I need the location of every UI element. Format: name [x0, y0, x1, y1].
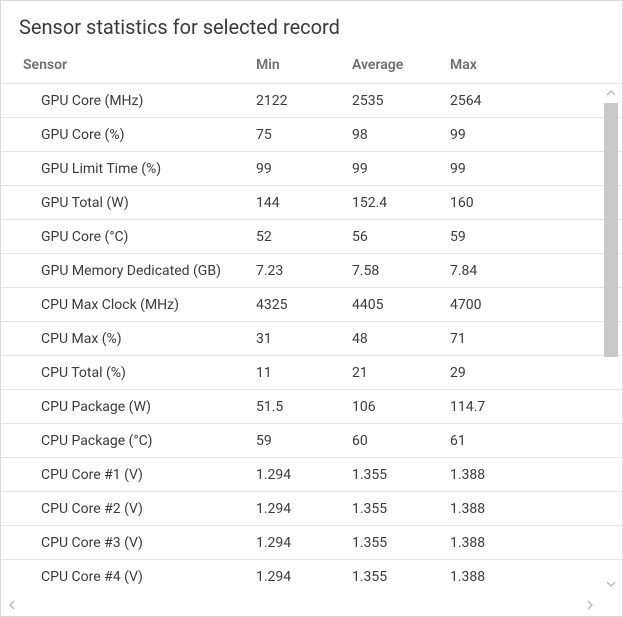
cell-avg: 1.355: [352, 535, 450, 551]
cell-sensor: GPU Core (%): [1, 127, 256, 143]
table-row[interactable]: CPU Core #1 (V)1.2941.3551.388: [1, 457, 622, 491]
table-scroll-area[interactable]: GPU Core (MHz)212225352564GPU Core (%)75…: [1, 83, 622, 594]
table-row[interactable]: CPU Core #2 (V)1.2941.3551.388: [1, 491, 622, 525]
cell-max: 99: [450, 161, 622, 177]
cell-min: 1.294: [256, 501, 352, 517]
cell-max: 4700: [450, 297, 622, 313]
cell-min: 1.294: [256, 535, 352, 551]
col-header-sensor[interactable]: Sensor: [1, 57, 256, 73]
table-row[interactable]: GPU Core (°C)525659: [1, 219, 622, 253]
vertical-scroll-track[interactable]: [604, 103, 618, 574]
cell-sensor: GPU Core (°C): [1, 229, 256, 245]
vertical-scroll-thumb[interactable]: [604, 103, 618, 357]
cell-max: 99: [450, 127, 622, 143]
cell-min: 2122: [256, 93, 352, 109]
cell-avg: 56: [352, 229, 450, 245]
table-row[interactable]: GPU Total (W)144152.4160: [1, 185, 622, 219]
sensor-stats-panel: Sensor statistics for selected record Se…: [0, 0, 623, 617]
cell-avg: 152.4: [352, 195, 450, 211]
cell-min: 52: [256, 229, 352, 245]
col-header-min[interactable]: Min: [256, 57, 352, 73]
cell-avg: 48: [352, 331, 450, 347]
table-row[interactable]: CPU Core #3 (V)1.2941.3551.388: [1, 525, 622, 559]
cell-sensor: CPU Max Clock (MHz): [1, 297, 256, 313]
cell-sensor: GPU Memory Dedicated (GB): [1, 263, 256, 279]
cell-avg: 1.355: [352, 501, 450, 517]
table-row[interactable]: CPU Core #4 (V)1.2941.3551.388: [1, 559, 622, 593]
cell-sensor: CPU Total (%): [1, 365, 256, 381]
cell-avg: 21: [352, 365, 450, 381]
cell-sensor: CPU Package (°C): [1, 433, 256, 449]
cell-avg: 2535: [352, 93, 450, 109]
cell-sensor: CPU Core #4 (V): [1, 569, 256, 585]
scroll-left-icon[interactable]: [2, 595, 22, 615]
cell-max: 114.7: [450, 399, 622, 415]
scroll-down-icon[interactable]: [601, 574, 621, 594]
cell-avg: 1.355: [352, 569, 450, 585]
col-header-avg[interactable]: Average: [352, 57, 450, 73]
cell-max: 7.84: [450, 263, 622, 279]
col-header-max[interactable]: Max: [450, 57, 622, 73]
cell-max: 71: [450, 331, 622, 347]
cell-avg: 4405: [352, 297, 450, 313]
cell-max: 1.388: [450, 501, 622, 517]
cell-max: 29: [450, 365, 622, 381]
cell-avg: 1.355: [352, 467, 450, 483]
cell-max: 1.388: [450, 569, 622, 585]
cell-max: 1.388: [450, 535, 622, 551]
cell-sensor: CPU Core #3 (V): [1, 535, 256, 551]
cell-min: 75: [256, 127, 352, 143]
cell-max: 2564: [450, 93, 622, 109]
cell-sensor: GPU Core (MHz): [1, 93, 256, 109]
cell-min: 4325: [256, 297, 352, 313]
cell-max: 61: [450, 433, 622, 449]
table-row[interactable]: GPU Core (MHz)212225352564: [1, 83, 622, 117]
cell-avg: 60: [352, 433, 450, 449]
cell-sensor: CPU Core #2 (V): [1, 501, 256, 517]
cell-avg: 106: [352, 399, 450, 415]
cell-sensor: CPU Max (%): [1, 331, 256, 347]
table-rows: GPU Core (MHz)212225352564GPU Core (%)75…: [1, 83, 622, 593]
cell-min: 51.5: [256, 399, 352, 415]
table-row[interactable]: CPU Max Clock (MHz)432544054700: [1, 287, 622, 321]
cell-sensor: GPU Limit Time (%): [1, 161, 256, 177]
table-row[interactable]: CPU Package (W)51.5106114.7: [1, 389, 622, 423]
cell-min: 11: [256, 365, 352, 381]
table-header: Sensor Min Average Max: [1, 47, 622, 83]
cell-min: 59: [256, 433, 352, 449]
scroll-right-icon[interactable]: [580, 595, 600, 615]
cell-min: 144: [256, 195, 352, 211]
table-row[interactable]: CPU Package (°C)596061: [1, 423, 622, 457]
cell-avg: 7.58: [352, 263, 450, 279]
table-row[interactable]: GPU Memory Dedicated (GB)7.237.587.84: [1, 253, 622, 287]
cell-avg: 99: [352, 161, 450, 177]
cell-max: 59: [450, 229, 622, 245]
horizontal-scrollbar[interactable]: [2, 595, 600, 615]
cell-min: 99: [256, 161, 352, 177]
cell-min: 31: [256, 331, 352, 347]
cell-sensor: CPU Core #1 (V): [1, 467, 256, 483]
table-row[interactable]: GPU Core (%)759899: [1, 117, 622, 151]
cell-avg: 98: [352, 127, 450, 143]
table-row[interactable]: CPU Max (%)314871: [1, 321, 622, 355]
table-row[interactable]: CPU Total (%)112129: [1, 355, 622, 389]
table-row[interactable]: GPU Limit Time (%)999999: [1, 151, 622, 185]
cell-sensor: GPU Total (W): [1, 195, 256, 211]
vertical-scrollbar[interactable]: [601, 83, 621, 594]
cell-min: 1.294: [256, 467, 352, 483]
scroll-up-icon[interactable]: [601, 83, 621, 103]
cell-min: 7.23: [256, 263, 352, 279]
table-body-wrap: GPU Core (MHz)212225352564GPU Core (%)75…: [1, 83, 622, 616]
cell-max: 1.388: [450, 467, 622, 483]
cell-min: 1.294: [256, 569, 352, 585]
panel-title: Sensor statistics for selected record: [1, 1, 622, 47]
cell-sensor: CPU Package (W): [1, 399, 256, 415]
cell-max: 160: [450, 195, 622, 211]
